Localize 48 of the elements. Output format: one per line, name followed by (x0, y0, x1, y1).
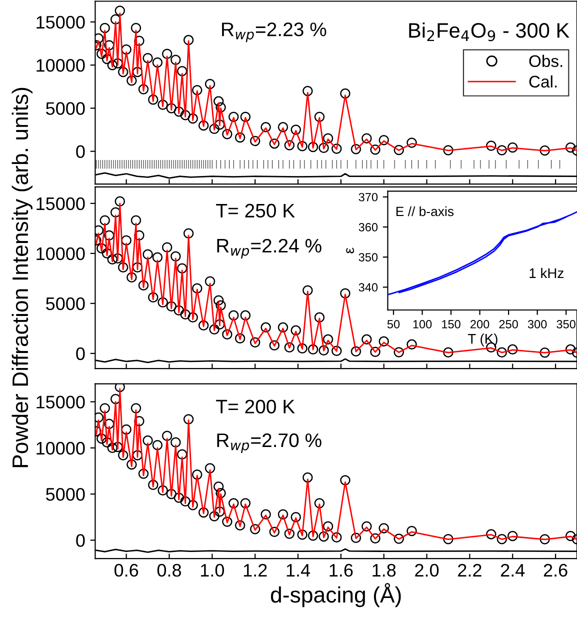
y-tick-label: 0 (76, 347, 85, 360)
legend-label: Cal. (529, 75, 557, 88)
y-axis-title: ε (346, 248, 354, 254)
annotation: T= 250 K (216, 204, 295, 218)
annotation: Bi$_{2}$Fe$_{4}$O$_{9}$ - 300 K (409, 22, 570, 42)
y-tick-label: 5000 (46, 297, 85, 310)
y-tick-label: 350 (358, 253, 378, 262)
y-tick-label: 15000 (36, 396, 85, 408)
x-tick-label: 200 (470, 320, 490, 328)
x-tick-label: 1.6 (330, 564, 353, 577)
y-tick-label: 15000 (36, 197, 85, 210)
annotation: R$_{wp}$=2.70 % (217, 433, 322, 453)
annotation: E // b-axis (396, 206, 454, 216)
y-axis-title: Powder Diffraction Intensity (arb. units) (12, 88, 32, 468)
x-tick-label: 150 (442, 320, 460, 328)
annotation: R$_{wp}$=2.24 % (217, 238, 322, 258)
x-tick-label: 2.6 (544, 564, 568, 577)
y-tick-label: 15000 (36, 16, 85, 29)
x-axis-title: d-spacing (Å) (270, 583, 401, 608)
x-tick-label: 50 (387, 320, 400, 328)
y-tick-label: 360 (358, 223, 378, 232)
annotation: T= 200 K (216, 400, 295, 414)
y-tick-label: 370 (358, 192, 378, 202)
x-tick-label: 1.2 (244, 564, 267, 576)
x-axis-title: T (K) (468, 334, 498, 346)
x-tick-label: 2.4 (500, 564, 525, 576)
annotation: 1 kHz (530, 268, 564, 278)
y-tick-label: 340 (358, 283, 378, 292)
y-tick-label: 10000 (36, 247, 85, 260)
annotation: R$_{wp}$=2.23 % (222, 22, 326, 42)
y-tick-label: 10000 (36, 442, 85, 455)
x-tick-label: 1.4 (286, 564, 310, 576)
y-tick-label: 0 (76, 145, 85, 158)
x-tick-label: 1.0 (200, 564, 224, 577)
x-tick-label: 0.8 (157, 564, 182, 577)
x-tick-label: 100 (413, 320, 432, 328)
y-tick-label: 5000 (46, 488, 85, 501)
x-tick-label: 350 (556, 320, 576, 328)
x-tick-label: 300 (528, 320, 547, 328)
x-tick-label: 1.8 (372, 564, 396, 577)
x-tick-label: 2.0 (415, 564, 439, 577)
y-tick-label: 0 (76, 534, 85, 547)
x-tick-label: 2.2 (458, 564, 482, 576)
legend-label: Obs. (529, 54, 562, 68)
y-tick-label: 10000 (36, 59, 85, 72)
x-tick-label: 250 (499, 320, 518, 328)
y-tick-label: 5000 (46, 102, 85, 115)
x-tick-label: 0.6 (114, 564, 138, 577)
